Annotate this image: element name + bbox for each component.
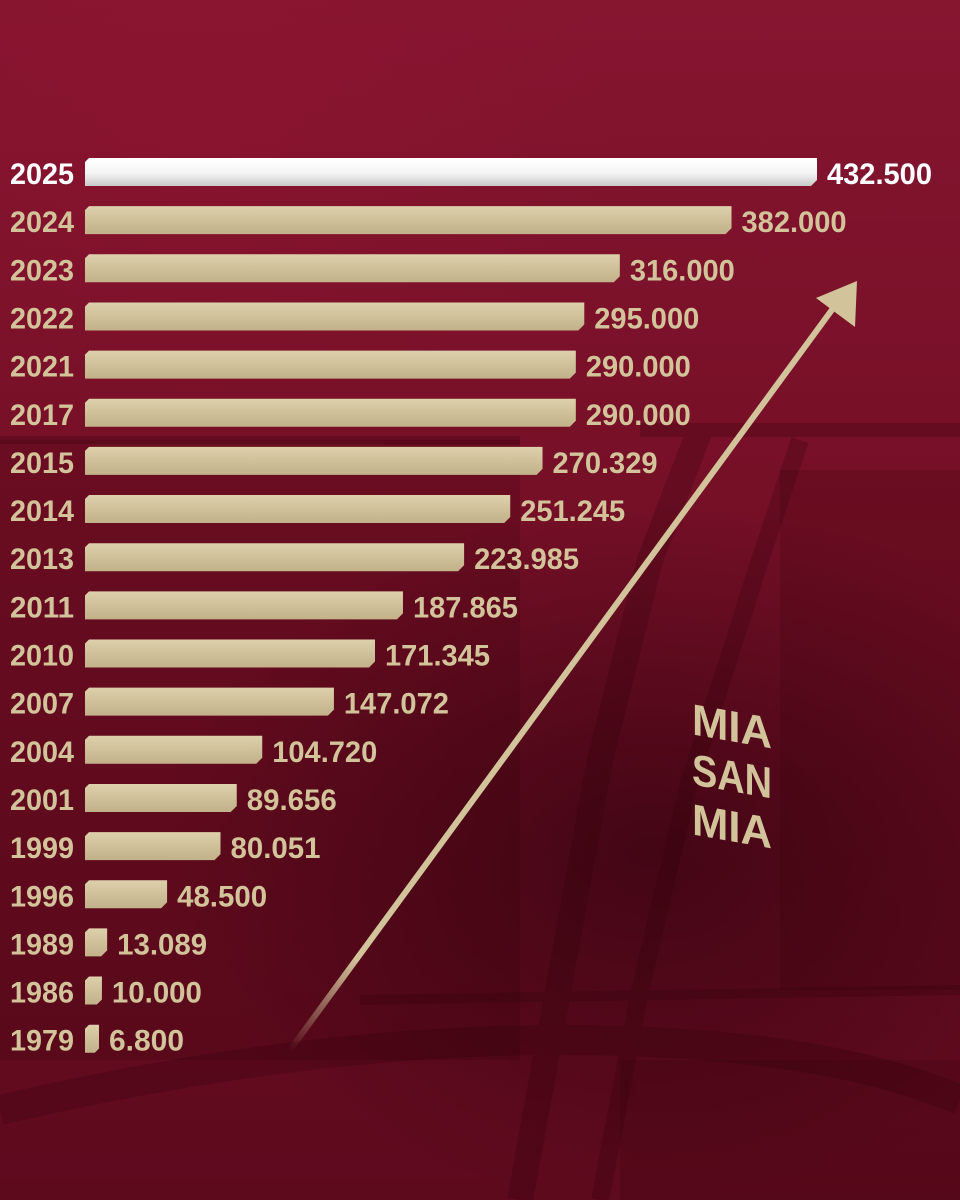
bar (85, 832, 221, 861)
year-label: 2007 (10, 688, 74, 721)
bar-row-2022: 2022 295.000 (10, 302, 699, 335)
value-label: 382.000 (742, 206, 847, 239)
bar-row-2023: 2023 316.000 (10, 254, 735, 287)
value-label: 270.329 (553, 447, 658, 480)
bar-row-2010: 2010 171.345 (10, 639, 490, 673)
bar-row-2007: 2007 147.072 (10, 687, 449, 721)
mia-san-mia-logo: MIA SAN MIA (692, 696, 772, 859)
bar (85, 735, 263, 764)
bar (85, 928, 108, 957)
value-label: 290.000 (586, 351, 691, 384)
bar-row-2021: 2021 290.000 (10, 350, 691, 384)
value-label: 223.985 (474, 543, 579, 576)
value-label: 6.800 (109, 1025, 184, 1058)
year-label: 2013 (10, 543, 74, 576)
bar-row-2015: 2015 270.329 (10, 446, 658, 480)
value-label: 13.089 (117, 928, 207, 961)
value-label: 80.051 (230, 832, 320, 865)
year-label: 2021 (10, 351, 74, 384)
bar-row-2011: 2011 187.865 (10, 591, 518, 624)
value-label: 89.656 (247, 784, 337, 817)
growth-arrow-shaft (287, 305, 837, 1052)
value-label: 187.865 (413, 591, 518, 624)
year-label: 2015 (10, 447, 74, 480)
bar (85, 350, 576, 379)
value-label: 10.000 (112, 977, 202, 1010)
value-label: 290.000 (586, 399, 691, 432)
bar-row-2025: 2025 432.500 (10, 158, 932, 191)
year-label: 1979 (10, 1025, 74, 1058)
bar-row-1999: 1999 80.051 (10, 832, 320, 865)
value-label: 295.000 (594, 302, 699, 335)
bar-row-1989: 1989 13.089 (10, 928, 207, 961)
bar (85, 880, 168, 909)
year-label: 2024 (10, 206, 74, 239)
bar-row-2004: 2004 104.720 (10, 735, 377, 769)
bar (85, 591, 403, 620)
bar (85, 639, 375, 668)
year-label: 2014 (10, 495, 74, 528)
value-label: 147.072 (344, 688, 449, 721)
bar (85, 1024, 99, 1053)
bar-row-2024: 2024 382.000 (10, 206, 847, 239)
bar-row-2014: 2014 251.245 (10, 495, 625, 528)
year-label: 2010 (10, 640, 74, 673)
bar (85, 495, 511, 524)
value-label: 251.245 (520, 495, 625, 528)
bar-row-1996: 1996 48.500 (10, 880, 267, 913)
bar-row-1979: 1979 6.800 (10, 1024, 184, 1058)
bar (85, 206, 732, 235)
value-label: 171.345 (385, 640, 490, 673)
value-label: 432.500 (827, 158, 932, 191)
bar-row-2017: 2017 290.000 (10, 398, 691, 432)
year-label: 2017 (10, 399, 74, 432)
bar (85, 687, 334, 716)
year-label: 1986 (10, 977, 74, 1010)
year-label: 2011 (10, 591, 74, 624)
bar (85, 398, 576, 427)
year-label: 1996 (10, 880, 74, 913)
year-label: 2004 (10, 736, 74, 769)
bar (85, 302, 585, 331)
value-label: 48.500 (177, 880, 267, 913)
year-label: 2023 (10, 254, 74, 287)
year-label: 2025 (10, 158, 74, 191)
value-label: 316.000 (630, 254, 735, 287)
growth-arrow-head (816, 281, 857, 327)
value-label: 104.720 (272, 736, 377, 769)
bar-row-2013: 2013 223.985 (10, 543, 579, 576)
bar (85, 976, 102, 1005)
bar (85, 158, 817, 186)
year-label: 2001 (10, 784, 74, 817)
year-label: 2022 (10, 302, 74, 335)
bar-row-1986: 1986 10.000 (10, 976, 202, 1010)
year-label: 1989 (10, 928, 74, 961)
bar (85, 446, 543, 475)
bar (85, 543, 465, 572)
bar (85, 783, 237, 812)
bar (85, 254, 620, 283)
year-label: 1999 (10, 832, 74, 865)
bar-row-2001: 2001 89.656 (10, 783, 337, 817)
